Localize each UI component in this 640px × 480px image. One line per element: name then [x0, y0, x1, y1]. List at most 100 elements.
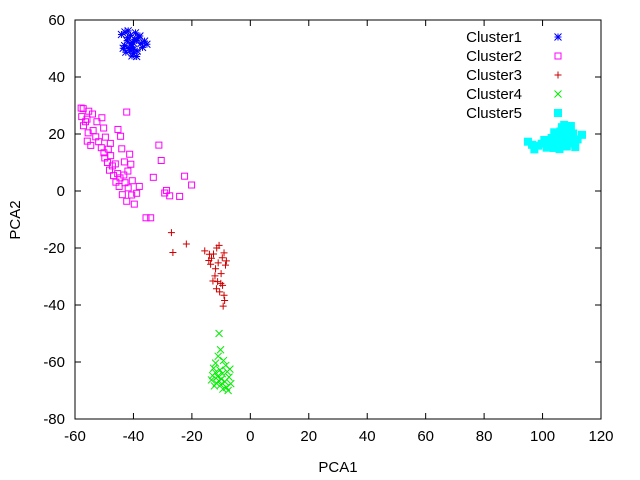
data-point	[214, 376, 223, 385]
legend: Cluster1 Cluster2 Cluster3 Cluster4 Cluster5	[466, 29, 562, 122]
data-point	[124, 167, 132, 175]
x-axis: -60 -40 -20 0 20 40 60 80 100 120	[64, 20, 614, 445]
data-point	[118, 191, 126, 199]
data-point	[176, 192, 184, 200]
data-point	[155, 141, 163, 149]
data-point	[132, 36, 141, 45]
data-point	[79, 122, 87, 130]
data-point	[211, 359, 220, 367]
data-point	[123, 108, 131, 116]
series-cluster3	[167, 229, 230, 310]
data-point	[217, 270, 225, 278]
x-tick-label: 60	[417, 428, 434, 445]
data-point	[111, 160, 119, 168]
data-point	[123, 33, 132, 42]
data-point	[87, 141, 95, 149]
data-point	[84, 129, 92, 137]
data-point	[100, 149, 108, 157]
data-point	[216, 366, 224, 374]
data-point	[222, 257, 230, 265]
data-point	[128, 38, 137, 47]
data-point	[104, 145, 112, 153]
legend-label: Cluster1	[466, 29, 522, 46]
data-point	[566, 122, 575, 131]
data-point	[216, 345, 225, 354]
data-point	[114, 170, 122, 178]
y-tick-label: 20	[48, 126, 65, 143]
data-point	[137, 39, 145, 48]
x-tick-label: 80	[476, 428, 493, 445]
data-point	[181, 172, 189, 180]
legend-marker	[554, 52, 562, 60]
data-point	[542, 143, 551, 152]
data-point	[201, 247, 209, 255]
data-point	[130, 200, 138, 208]
data-point	[578, 130, 587, 139]
data-point	[115, 182, 123, 190]
data-point	[219, 356, 228, 365]
x-tick-label: 0	[246, 428, 254, 445]
y-tick-label: 0	[57, 183, 65, 200]
data-point	[221, 296, 229, 304]
plot-frame	[74, 19, 602, 420]
plot-area	[74, 19, 602, 420]
data-point	[216, 380, 225, 389]
data-point	[120, 41, 129, 50]
data-point	[558, 140, 567, 149]
y-tick-label: -20	[43, 240, 65, 257]
x-tick-label: -60	[64, 428, 86, 445]
data-point	[126, 46, 134, 55]
data-point	[143, 40, 151, 49]
x-tick-label: -20	[181, 428, 203, 445]
data-point	[211, 272, 219, 280]
data-point	[214, 278, 222, 286]
data-point	[121, 28, 129, 36]
data-point	[98, 114, 106, 122]
x-tick-label: 100	[530, 428, 555, 445]
data-point	[218, 254, 226, 262]
data-point	[188, 181, 196, 189]
data-point	[128, 177, 136, 185]
data-point	[216, 288, 224, 296]
data-point	[117, 30, 126, 39]
data-point	[136, 32, 144, 40]
data-point	[107, 152, 115, 160]
data-point	[564, 130, 573, 139]
data-point	[101, 133, 109, 141]
series-cluster2	[77, 104, 196, 222]
data-point	[82, 118, 90, 126]
data-point	[560, 120, 569, 129]
data-point	[131, 28, 140, 37]
data-point	[226, 365, 234, 373]
data-point	[128, 52, 136, 60]
legend-marker	[554, 90, 562, 98]
data-point	[219, 385, 227, 393]
y-axis: -80 -60 -40 -20 0 20 40 60	[43, 12, 601, 428]
data-point	[121, 48, 130, 57]
legend-label: Cluster5	[466, 105, 522, 122]
data-point	[219, 302, 227, 310]
data-point	[89, 110, 97, 118]
data-point	[221, 261, 229, 269]
y-tick-label: 40	[48, 69, 65, 86]
data-point	[209, 364, 218, 373]
data-point	[205, 257, 213, 265]
data-point	[132, 52, 141, 61]
data-point	[123, 197, 131, 205]
legend-label: Cluster4	[466, 86, 522, 103]
data-point	[118, 145, 126, 153]
data-point	[215, 329, 223, 338]
data-point	[167, 229, 175, 237]
data-point	[573, 135, 582, 144]
data-point	[133, 47, 142, 55]
data-point	[220, 291, 228, 299]
x-tick-label: -40	[123, 428, 145, 445]
data-point	[124, 184, 132, 192]
data-point	[140, 37, 149, 45]
data-point	[166, 192, 174, 200]
data-point	[128, 191, 136, 199]
y-tick-label: 60	[48, 12, 65, 29]
data-point	[219, 281, 227, 289]
data-point	[120, 158, 128, 166]
